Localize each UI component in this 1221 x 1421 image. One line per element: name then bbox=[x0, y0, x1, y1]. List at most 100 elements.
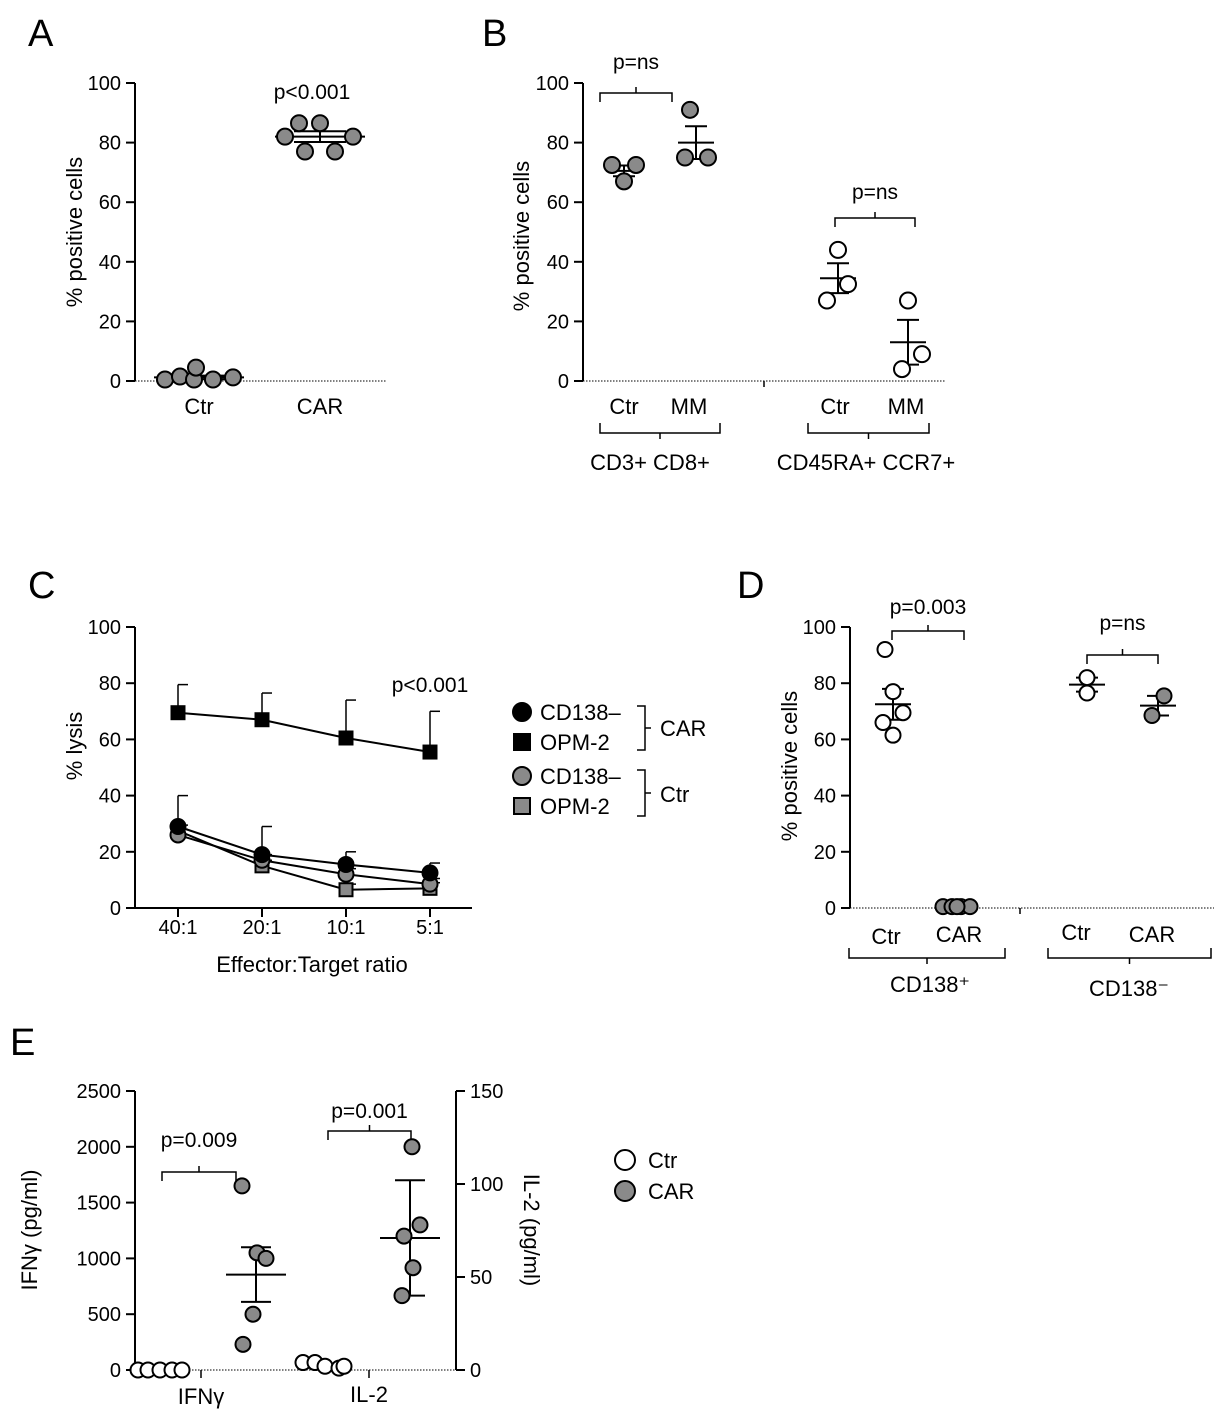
legend-label-car: CAR bbox=[648, 1179, 694, 1204]
legend-brace-car bbox=[637, 705, 651, 751]
panel-b-x-label-mm-1: MM bbox=[671, 394, 708, 419]
panel-b-group-brace-2 bbox=[807, 423, 930, 439]
panel-e-y-axis-left-tick-label: 2000 bbox=[77, 1137, 122, 1159]
panel-e-y-axis-right-tick-label: 0 bbox=[470, 1360, 481, 1382]
data-point bbox=[913, 345, 931, 364]
panel-e-y-label-right: IL-2 (pg/ml) bbox=[519, 1174, 544, 1286]
data-point bbox=[296, 142, 314, 161]
panel-c-x-tick-label: 20:1 bbox=[243, 917, 282, 939]
panel-d-x-label-car-1: CAR bbox=[936, 922, 982, 947]
panel-e-legend: Ctr CAR bbox=[614, 1148, 694, 1204]
data-point bbox=[1078, 684, 1096, 702]
panel-c-y-axis-tick-label: 20 bbox=[99, 842, 121, 864]
data-point bbox=[627, 155, 645, 174]
legend-group-ctr: Ctr bbox=[660, 782, 689, 807]
panel-b-x-label-ctr-1: Ctr bbox=[609, 394, 638, 419]
panel-c-x-tick-label: 10:1 bbox=[327, 917, 366, 939]
panel-a-y-axis-tick-label: 20 bbox=[99, 311, 121, 333]
data-point bbox=[234, 1335, 252, 1353]
data-point bbox=[253, 846, 271, 864]
panel-b-y-axis-tick-label: 40 bbox=[547, 252, 569, 274]
panel-a-y-axis-tick-label: 80 bbox=[99, 133, 121, 155]
panel-d-x-label-ctr-1: Ctr bbox=[871, 924, 900, 949]
panel-a-y-axis: 0 20 40 60 80 100 bbox=[88, 73, 136, 393]
panel-d-sig-2-line bbox=[1086, 649, 1159, 664]
series-line bbox=[177, 829, 431, 891]
series-line bbox=[177, 711, 431, 754]
panel-c-y-axis-tick-label: 0 bbox=[110, 898, 121, 920]
panel-c-y-axis: 0 20 40 60 80 100 bbox=[88, 617, 136, 920]
data-point bbox=[403, 1138, 421, 1156]
legend-label: OPM-2 bbox=[540, 730, 610, 755]
panel-c-x-label: Effector:Target ratio bbox=[216, 952, 408, 977]
panel-b-sig-1-line bbox=[599, 87, 673, 102]
panel-d-y-axis-tick-label: 20 bbox=[814, 842, 836, 864]
data-point bbox=[311, 114, 329, 133]
panel-a-y-axis-tick-label: 40 bbox=[99, 252, 121, 274]
panel-e-y-axis-right: 0 50 100 150 bbox=[455, 1081, 503, 1382]
panel-b-y-label: % positive cells bbox=[509, 161, 534, 311]
panel-e-sig-2: p=0.001 bbox=[327, 1100, 412, 1140]
panel-e-group-2 bbox=[294, 1354, 353, 1377]
data-point bbox=[224, 368, 242, 387]
panel-d-group-brace-2 bbox=[1047, 948, 1212, 964]
data-point bbox=[393, 1287, 411, 1305]
panel-d-group-0 bbox=[874, 640, 912, 744]
panel-e-group-3 bbox=[380, 1138, 440, 1305]
panel-c-y-axis-tick-label: 40 bbox=[99, 786, 121, 808]
panel-e-y-axis-right-tick-label: 150 bbox=[470, 1081, 503, 1103]
panel-e-y-axis-left-tick-label: 500 bbox=[88, 1304, 121, 1326]
data-point bbox=[874, 714, 892, 732]
data-point bbox=[290, 114, 308, 133]
panel-b-group-0 bbox=[603, 155, 645, 191]
panel-a-group-car bbox=[275, 114, 365, 161]
panel-b-sig-2-line bbox=[834, 212, 916, 227]
data-point bbox=[681, 100, 699, 119]
data-point bbox=[187, 358, 205, 377]
panel-letter-d: D bbox=[737, 565, 764, 607]
legend-marker bbox=[512, 702, 532, 722]
panel-d-group-3 bbox=[1140, 687, 1176, 725]
data-point bbox=[839, 275, 857, 294]
panel-d-group-brace-1 bbox=[848, 948, 1006, 964]
data-point bbox=[335, 1357, 353, 1375]
data-point bbox=[233, 1177, 251, 1195]
legend-group-car: CAR bbox=[660, 716, 706, 741]
panel-d-y-axis-tick-label: 100 bbox=[803, 617, 836, 639]
data-point bbox=[948, 898, 966, 916]
panel-d-y-axis-tick-label: 60 bbox=[814, 729, 836, 751]
data-point bbox=[395, 1227, 413, 1245]
panel-a-group-ctr bbox=[154, 358, 244, 389]
data-point bbox=[338, 730, 354, 746]
legend-marker-ctr bbox=[614, 1149, 636, 1171]
data-point bbox=[818, 291, 836, 310]
data-point bbox=[326, 142, 344, 161]
panel-b-sig-2: p=ns bbox=[834, 181, 916, 227]
panel-e-x-label-ifng: IFNγ bbox=[178, 1384, 224, 1409]
panel-e-y-axis-left-tick-label: 1500 bbox=[77, 1193, 122, 1215]
data-point bbox=[603, 155, 621, 174]
panel-d-sig-1-label: p=0.003 bbox=[890, 596, 967, 619]
panel-e-y-label-left: IFNγ (pg/ml) bbox=[17, 1170, 42, 1291]
panel-b-sig-1: p=ns bbox=[599, 51, 673, 102]
panel-letter-b: B bbox=[482, 13, 507, 55]
data-point bbox=[884, 683, 902, 701]
data-point bbox=[829, 240, 847, 259]
panel-e-y-axis-right-tick-label: 50 bbox=[470, 1267, 492, 1289]
panel-e-group-1 bbox=[226, 1177, 286, 1353]
panel-d-y-axis-tick-label: 80 bbox=[814, 673, 836, 695]
panel-c-markers-0 bbox=[169, 818, 439, 882]
panel-d-group-label-1: CD138⁺ bbox=[890, 972, 970, 997]
panel-a-x-label-car: CAR bbox=[297, 394, 343, 419]
data-point bbox=[876, 640, 894, 658]
panel-e-sig-2-label: p=0.001 bbox=[331, 1100, 408, 1123]
panel-letters: A B C D E bbox=[10, 13, 764, 1064]
panel-d-group-1 bbox=[934, 898, 979, 916]
legend-label-ctr: Ctr bbox=[648, 1148, 677, 1173]
panel-e-sig-1-line bbox=[161, 1166, 237, 1181]
data-point bbox=[244, 1305, 262, 1323]
panel-c-errors-2 bbox=[177, 828, 440, 885]
data-point bbox=[893, 360, 911, 379]
panel-b-y-axis-tick-label: 60 bbox=[547, 192, 569, 214]
